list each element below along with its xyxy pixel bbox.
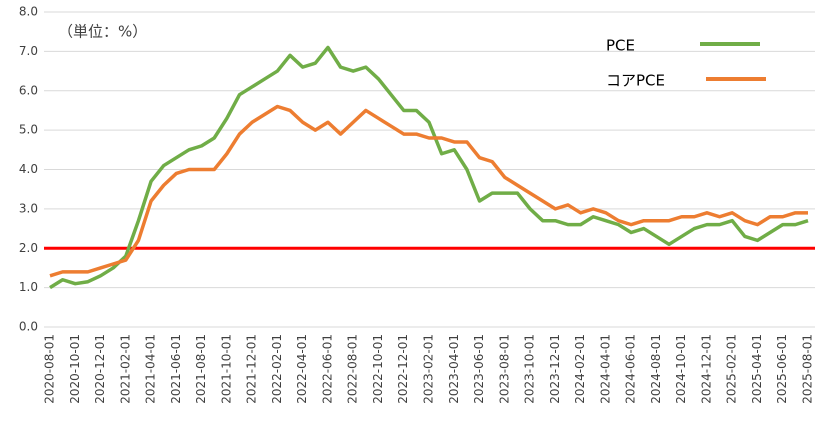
y-tick-label: 0.0 — [19, 320, 38, 334]
x-tick-label: 2020-10-01 — [68, 334, 82, 404]
x-tick-label: 2023-08-01 — [497, 334, 511, 404]
legend-label: PCE — [606, 37, 635, 55]
x-tick-label: 2023-12-01 — [548, 334, 562, 404]
unit-annotation: （単位：%） — [58, 23, 147, 41]
x-tick-label: 2022-04-01 — [295, 334, 309, 404]
y-tick-label: 8.0 — [19, 5, 38, 19]
series-line — [49, 45, 809, 290]
x-tick-label: 2022-10-01 — [371, 334, 385, 404]
x-tick-label: 2022-08-01 — [346, 334, 360, 404]
x-tick-label: 2021-04-01 — [144, 334, 158, 404]
x-tick-label: 2020-08-01 — [43, 334, 57, 404]
x-tick-label: 2024-04-01 — [598, 334, 612, 404]
series-line — [49, 104, 808, 278]
x-tick-label: 2023-02-01 — [422, 334, 436, 404]
x-tick-label: 2024-08-01 — [649, 334, 663, 404]
y-tick-label: 4.0 — [19, 162, 38, 176]
x-tick-label: 2025-02-01 — [725, 334, 739, 404]
y-tick-label: 1.0 — [19, 280, 38, 294]
x-tick-label: 2021-06-01 — [169, 334, 183, 404]
x-tick-label: 2025-04-01 — [750, 334, 764, 404]
x-tick-label: 2021-08-01 — [194, 334, 208, 404]
x-tick-label: 2024-06-01 — [624, 334, 638, 404]
x-tick-label: 2024-12-01 — [699, 334, 713, 404]
x-tick-label: 2024-10-01 — [674, 334, 688, 404]
y-tick-label: 3.0 — [19, 201, 38, 215]
legend-label: コアPCE — [606, 72, 665, 90]
y-tick-label: 6.0 — [19, 83, 38, 97]
x-tick-label: 2022-06-01 — [320, 334, 334, 404]
x-tick-label: 2023-10-01 — [523, 334, 537, 404]
x-tick-label: 2020-12-01 — [93, 334, 107, 404]
x-tick-label: 2022-12-01 — [396, 334, 410, 404]
x-tick-label: 2021-02-01 — [118, 334, 132, 404]
x-tick-label: 2021-10-01 — [219, 334, 233, 404]
x-tick-label: 2025-08-01 — [801, 334, 815, 404]
x-tick-label: 2025-06-01 — [775, 334, 789, 404]
x-tick-label: 2024-02-01 — [573, 334, 587, 404]
x-tick-label: 2021-12-01 — [245, 334, 259, 404]
x-tick-label: 2023-06-01 — [472, 334, 486, 404]
x-tick-label: 2022-02-01 — [270, 334, 284, 404]
y-tick-label: 7.0 — [19, 44, 38, 58]
y-tick-label: 2.0 — [19, 241, 38, 255]
x-tick-label: 2023-04-01 — [447, 334, 461, 404]
y-tick-label: 5.0 — [19, 123, 38, 137]
